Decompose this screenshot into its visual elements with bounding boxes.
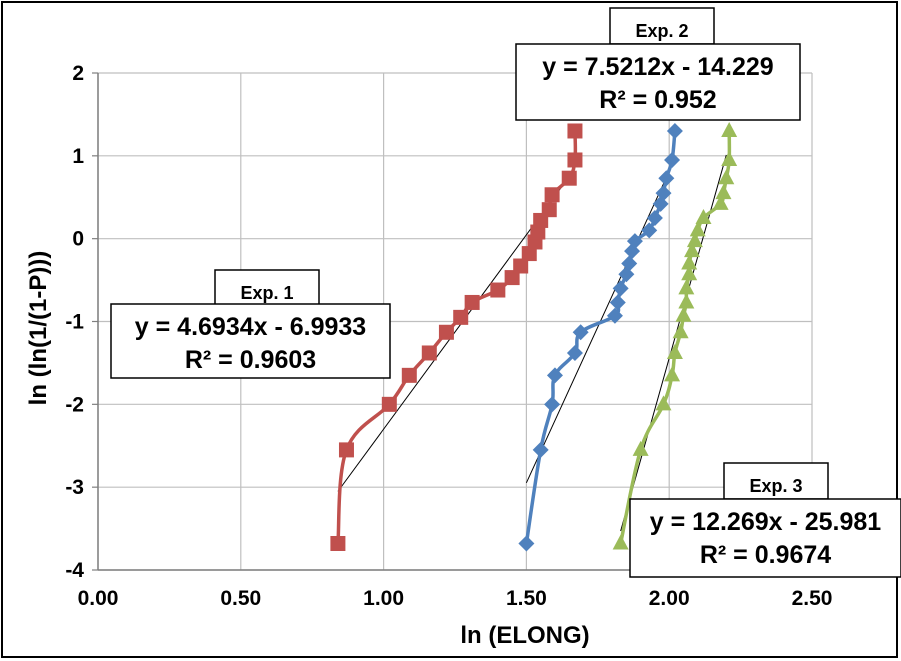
data-point bbox=[646, 209, 663, 226]
data-point bbox=[612, 280, 629, 297]
series-label-box bbox=[723, 462, 829, 500]
data-point bbox=[621, 255, 638, 272]
data-point bbox=[718, 169, 735, 185]
data-point bbox=[684, 242, 701, 258]
data-point bbox=[666, 343, 683, 359]
series-label-box bbox=[609, 7, 715, 45]
data-point bbox=[678, 293, 695, 309]
y-tick-label: -1 bbox=[65, 311, 84, 334]
y-tick-label: 2 bbox=[72, 62, 84, 85]
equation-box bbox=[515, 43, 801, 121]
data-point bbox=[606, 307, 623, 324]
x-tick-label: 1.50 bbox=[506, 587, 547, 610]
data-point bbox=[715, 184, 732, 200]
series-triangle bbox=[612, 121, 738, 550]
data-point bbox=[672, 323, 689, 339]
trend-equation: y = 7.5212x - 14.229 bbox=[542, 53, 773, 81]
y-tick-label: 0 bbox=[72, 228, 84, 251]
data-point bbox=[561, 170, 577, 186]
data-point bbox=[464, 294, 480, 310]
y-axis-title: ln (ln(1/(1-P))) bbox=[25, 251, 52, 406]
y-tick-label: -4 bbox=[65, 559, 84, 582]
trend-equation: y = 4.6934x - 6.9933 bbox=[135, 313, 366, 341]
series-name-label: Exp. 1 bbox=[240, 283, 293, 303]
data-point bbox=[664, 151, 681, 168]
equation-box bbox=[629, 498, 901, 578]
trendline bbox=[620, 154, 727, 532]
data-point bbox=[655, 395, 672, 411]
r-squared: R² = 0.952 bbox=[599, 86, 716, 114]
data-point bbox=[546, 367, 563, 384]
data-point bbox=[438, 324, 454, 340]
data-point bbox=[612, 534, 629, 550]
data-point bbox=[641, 222, 658, 239]
data-point bbox=[721, 121, 738, 137]
data-point bbox=[678, 279, 695, 295]
data-point bbox=[521, 246, 537, 262]
x-tick-label: 2.00 bbox=[649, 587, 690, 610]
data-point bbox=[490, 282, 506, 298]
data-point bbox=[544, 396, 561, 413]
x-tick-label: 1.00 bbox=[363, 587, 404, 610]
data-point bbox=[401, 367, 417, 383]
y-tick-label: -2 bbox=[65, 393, 84, 416]
x-axis-title: ln (ELONG) bbox=[460, 622, 589, 649]
data-point bbox=[504, 270, 520, 286]
x-tick-label: 0.50 bbox=[220, 587, 261, 610]
series-name-label: Exp. 3 bbox=[749, 476, 802, 496]
data-point bbox=[566, 344, 583, 361]
data-point bbox=[655, 185, 672, 202]
data-point bbox=[330, 535, 346, 551]
data-point bbox=[530, 224, 546, 240]
data-point bbox=[695, 208, 712, 224]
data-point bbox=[681, 254, 698, 270]
data-point bbox=[421, 345, 437, 361]
equation-box bbox=[110, 303, 391, 379]
trendline bbox=[525, 171, 670, 484]
data-point bbox=[689, 221, 706, 237]
data-point bbox=[381, 396, 397, 412]
trend-equation: y = 12.269x - 25.981 bbox=[650, 508, 882, 536]
data-point bbox=[338, 442, 354, 458]
x-tick-label: 0.00 bbox=[78, 587, 119, 610]
data-point bbox=[632, 440, 649, 456]
data-point bbox=[567, 123, 583, 139]
data-point bbox=[518, 535, 535, 552]
data-point bbox=[572, 324, 589, 341]
data-point bbox=[609, 294, 626, 311]
y-tick-label: 1 bbox=[72, 145, 84, 168]
data-point bbox=[675, 306, 692, 322]
data-point bbox=[686, 232, 703, 248]
series-name-label: Exp. 2 bbox=[635, 21, 688, 41]
data-point bbox=[681, 265, 698, 281]
series-square bbox=[330, 123, 583, 551]
data-point bbox=[626, 233, 643, 250]
data-point bbox=[541, 202, 557, 218]
data-point bbox=[666, 122, 683, 139]
data-point bbox=[664, 366, 681, 382]
y-tick-label: -3 bbox=[65, 476, 84, 499]
r-squared: R² = 0.9674 bbox=[700, 541, 831, 569]
data-point bbox=[532, 441, 549, 458]
data-point bbox=[567, 152, 583, 168]
annotation-boxes: Exp. 1 y = 4.6934x - 6.9933 R² = 0.9603 Exp… bbox=[110, 7, 901, 578]
data-point bbox=[513, 258, 529, 274]
data-point bbox=[712, 194, 729, 210]
x-tick-label: 2.50 bbox=[792, 587, 833, 610]
data-point bbox=[721, 150, 738, 166]
data-point bbox=[453, 309, 469, 325]
series-group bbox=[330, 121, 738, 552]
data-point bbox=[544, 187, 560, 203]
series-diamond bbox=[518, 122, 683, 552]
r-squared: R² = 0.9603 bbox=[185, 346, 316, 374]
data-point bbox=[658, 170, 675, 187]
